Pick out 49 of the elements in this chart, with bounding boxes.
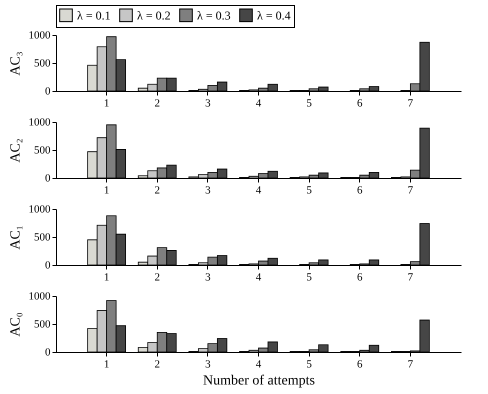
y-tick-label: 1000 xyxy=(28,30,51,42)
x-tick-label: 6 xyxy=(357,98,363,110)
x-tick-label: 1 xyxy=(104,98,110,110)
x-tick-label: 5 xyxy=(306,184,312,196)
x-tick-label: 2 xyxy=(154,272,160,284)
y-axis-title: AC₀ xyxy=(8,312,24,337)
y-tick-label: 500 xyxy=(34,318,51,330)
y-tick-label: 1000 xyxy=(28,204,51,216)
x-tick-label: 7 xyxy=(408,98,414,110)
x-tick-label: 5 xyxy=(306,272,312,284)
x-tick-label: 7 xyxy=(408,272,414,284)
x-tick-label: 4 xyxy=(256,184,262,196)
x-tick-label: 7 xyxy=(408,184,414,196)
x-tick-label: 7 xyxy=(408,358,414,370)
x-tick-label: 3 xyxy=(205,98,212,110)
x-tick-label: 6 xyxy=(357,272,363,284)
y-axis-title: AC₂ xyxy=(8,138,24,163)
x-tick-label: 4 xyxy=(256,98,262,110)
y-tick-label: 0 xyxy=(45,260,51,272)
x-tick-label: 5 xyxy=(306,358,312,370)
y-axis-title: AC₃ xyxy=(8,51,24,76)
x-tick-label: 1 xyxy=(104,358,110,370)
legend-label: λ = 0.3 xyxy=(197,8,231,22)
x-tick-label: 6 xyxy=(357,358,363,370)
x-tick-label: 1 xyxy=(104,184,110,196)
y-tick-label: 0 xyxy=(45,346,51,358)
x-tick-label: 2 xyxy=(154,358,160,370)
y-tick-label: 500 xyxy=(34,144,51,156)
x-tick-label: 5 xyxy=(306,98,312,110)
x-tick-label: 3 xyxy=(205,272,212,284)
x-tick-label: 4 xyxy=(256,272,262,284)
legend-label: λ = 0.2 xyxy=(137,8,171,22)
legend-label: λ = 0.4 xyxy=(257,8,291,22)
y-tick-label: 0 xyxy=(45,172,51,184)
y-tick-label: 500 xyxy=(34,232,51,244)
x-tick-label: 2 xyxy=(154,98,160,110)
legend-label: λ = 0.1 xyxy=(77,8,111,22)
x-tick-label: 3 xyxy=(205,184,212,196)
y-tick-label: 0 xyxy=(45,86,51,98)
x-tick-label: 1 xyxy=(104,272,110,284)
x-tick-label: 4 xyxy=(256,358,262,370)
x-tick-label: 2 xyxy=(154,184,160,196)
y-tick-label: 500 xyxy=(34,58,51,70)
x-tick-label: 3 xyxy=(205,358,212,370)
x-axis-title: Number of attempts xyxy=(203,374,315,388)
y-tick-label: 1000 xyxy=(28,290,51,302)
y-tick-label: 1000 xyxy=(28,116,51,128)
y-axis-title: AC₁ xyxy=(8,225,24,250)
x-tick-label: 6 xyxy=(357,184,363,196)
